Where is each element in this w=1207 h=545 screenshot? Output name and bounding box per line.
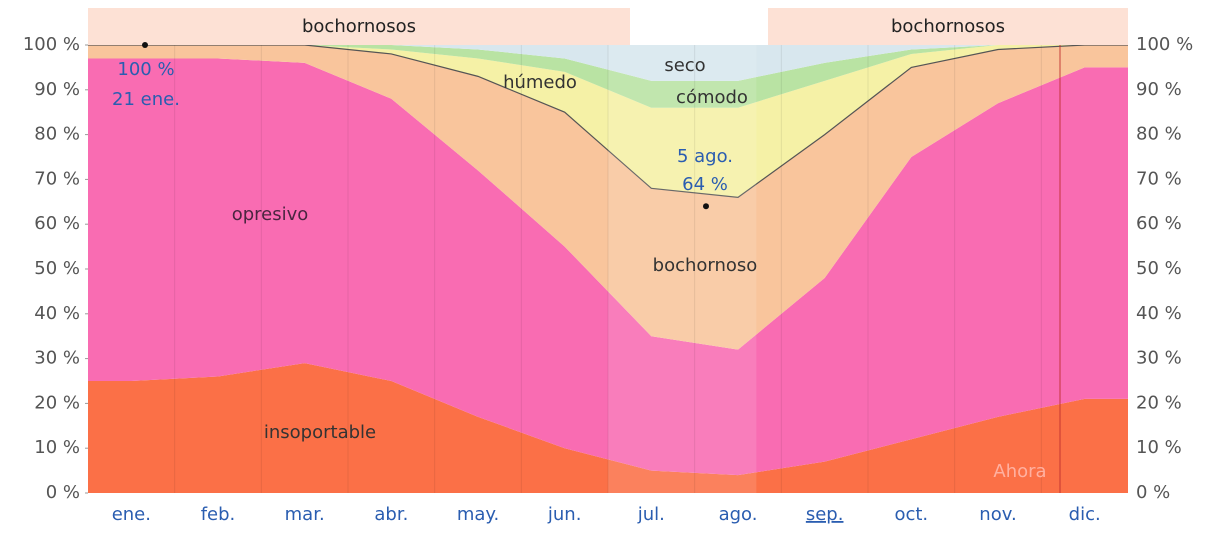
y2-tick-label: 100 %: [1136, 34, 1193, 55]
x-tick-label: may.: [457, 504, 499, 525]
series-label: seco: [664, 55, 705, 76]
annotation-label: 100 %: [117, 59, 174, 80]
series-label: húmedo: [503, 72, 577, 93]
series-label: bochornoso: [653, 255, 758, 276]
y2-tick-label: 50 %: [1136, 258, 1182, 279]
y-tick-label: 90 %: [34, 79, 80, 100]
y-tick-label: 20 %: [34, 392, 80, 413]
area: [88, 58, 1128, 476]
y-tick-label: 0 %: [46, 482, 80, 503]
y2-tick-label: 80 %: [1136, 124, 1182, 145]
y-tick-label: 50 %: [34, 258, 80, 279]
x-tick-label: ago.: [719, 504, 758, 525]
period-label: bochornosos: [891, 16, 1005, 37]
y-tick-label: 40 %: [34, 303, 80, 324]
y-tick-label: 30 %: [34, 348, 80, 369]
annotation-label: 64 %: [682, 174, 728, 195]
series-label: insoportable: [264, 422, 376, 443]
y2-tick-label: 90 %: [1136, 79, 1182, 100]
x-tick-label: oct.: [894, 504, 928, 525]
y2-tick-label: 40 %: [1136, 303, 1182, 324]
y-tick-label: 60 %: [34, 213, 80, 234]
annotation-label: 21 ene.: [112, 89, 180, 110]
x-tick-label: mar.: [285, 504, 325, 525]
x-tick-label: sep.: [806, 504, 844, 525]
y-tick-label: 10 %: [34, 437, 80, 458]
y2-tick-label: 70 %: [1136, 168, 1182, 189]
period-band: [768, 8, 1128, 45]
x-tick-label: jul.: [637, 504, 665, 525]
annotation-dot: [703, 203, 709, 210]
area: [88, 363, 1128, 493]
area: [88, 45, 1128, 108]
x-tick-label: feb.: [201, 504, 236, 525]
x-tick-label: ene.: [112, 504, 151, 525]
area: [88, 45, 1128, 81]
y-tick-label: 100 %: [23, 34, 80, 55]
y-tick-label: 80 %: [34, 124, 80, 145]
annotation-label: 5 ago.: [677, 146, 733, 167]
now-label: Ahora: [993, 461, 1046, 482]
y-tick-label: 70 %: [34, 168, 80, 189]
area: [88, 45, 1128, 198]
series-label: cómodo: [676, 87, 748, 108]
x-tick-label: jun.: [547, 504, 582, 525]
y2-tick-label: 10 %: [1136, 437, 1182, 458]
summer-highlight: [608, 45, 757, 493]
y2-tick-label: 30 %: [1136, 348, 1182, 369]
area: [88, 45, 1128, 350]
y2-tick-label: 60 %: [1136, 213, 1182, 234]
period-label: bochornosos: [302, 16, 416, 37]
y2-tick-label: 20 %: [1136, 392, 1182, 413]
x-tick-label: dic.: [1069, 504, 1101, 525]
x-tick-label: nov.: [979, 504, 1016, 525]
y2-tick-label: 0 %: [1136, 482, 1170, 503]
x-tick-label: abr.: [374, 504, 408, 525]
period-band: [88, 8, 630, 45]
annotation-dot: [142, 42, 148, 48]
series-label: opresivo: [232, 204, 309, 225]
